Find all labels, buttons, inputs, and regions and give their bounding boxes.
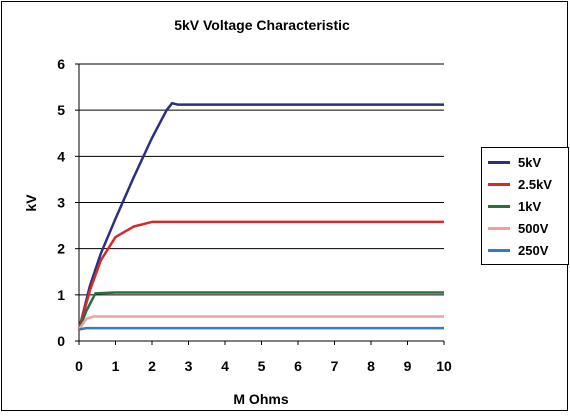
legend-swatch [488, 182, 510, 186]
legend-item: 2.5kV [488, 173, 562, 195]
x-tick-label: 2 [148, 358, 156, 374]
series-line-2-5kv [77, 220, 444, 330]
legend-label: 500V [518, 220, 549, 236]
y-tick-label: 4 [57, 148, 65, 164]
axes [75, 63, 445, 345]
series-lines [77, 101, 444, 331]
legend: 5kV 2.5kV 1kV 500V 250V [481, 147, 569, 265]
series-line-1kv [77, 291, 444, 330]
y-axis-label: kV [23, 194, 39, 212]
legend-item: 1kV [488, 195, 562, 217]
legend-item: 250V [488, 239, 562, 261]
x-tick-label: 3 [185, 358, 193, 374]
x-tick-label: 4 [221, 358, 229, 374]
y-tick-label: 2 [57, 241, 65, 257]
series-line-500v [77, 315, 444, 331]
legend-label: 250V [518, 242, 549, 258]
legend-item: 500V [488, 217, 562, 239]
legend-label: 2.5kV [518, 176, 552, 192]
y-tick-label: 6 [57, 56, 65, 72]
legend-item: 5kV [488, 151, 562, 173]
y-tick-label: 3 [57, 195, 65, 211]
x-tick-label: 7 [331, 358, 339, 374]
y-tick-label: 5 [57, 102, 65, 118]
x-tick-label: 9 [404, 358, 412, 374]
series-line-250v [78, 326, 444, 331]
y-tick-label: 0 [57, 333, 65, 349]
x-tick-label: 10 [436, 358, 452, 374]
x-tick-label: 5 [258, 358, 266, 374]
x-tick-label: 1 [112, 358, 120, 374]
grid-lines [79, 63, 444, 296]
series-line-5kv [77, 101, 444, 330]
x-tick-label: 6 [294, 358, 302, 374]
tick-labels: 0 1 2 3 4 5 6 0 1 2 3 4 5 6 7 8 9 10 [57, 56, 452, 374]
legend-swatch [488, 204, 510, 208]
chart-frame: 5kV Voltage Characteristic kV M Ohms 0 1 2… [1, 1, 569, 411]
legend-swatch [488, 248, 510, 252]
chart-title: 5kV Voltage Characteristic [174, 17, 350, 33]
y-tick-label: 1 [57, 287, 65, 303]
x-tick-label: 8 [367, 358, 375, 374]
legend-swatch [488, 160, 510, 164]
legend-label: 5kV [518, 154, 542, 170]
x-axis-label: M Ohms [233, 391, 288, 407]
x-tick-label: 0 [75, 358, 83, 374]
legend-swatch [488, 226, 510, 230]
chart-svg: 5kV Voltage Characteristic kV M Ohms 0 1 2… [23, 17, 452, 407]
legend-label: 1kV [518, 198, 542, 214]
